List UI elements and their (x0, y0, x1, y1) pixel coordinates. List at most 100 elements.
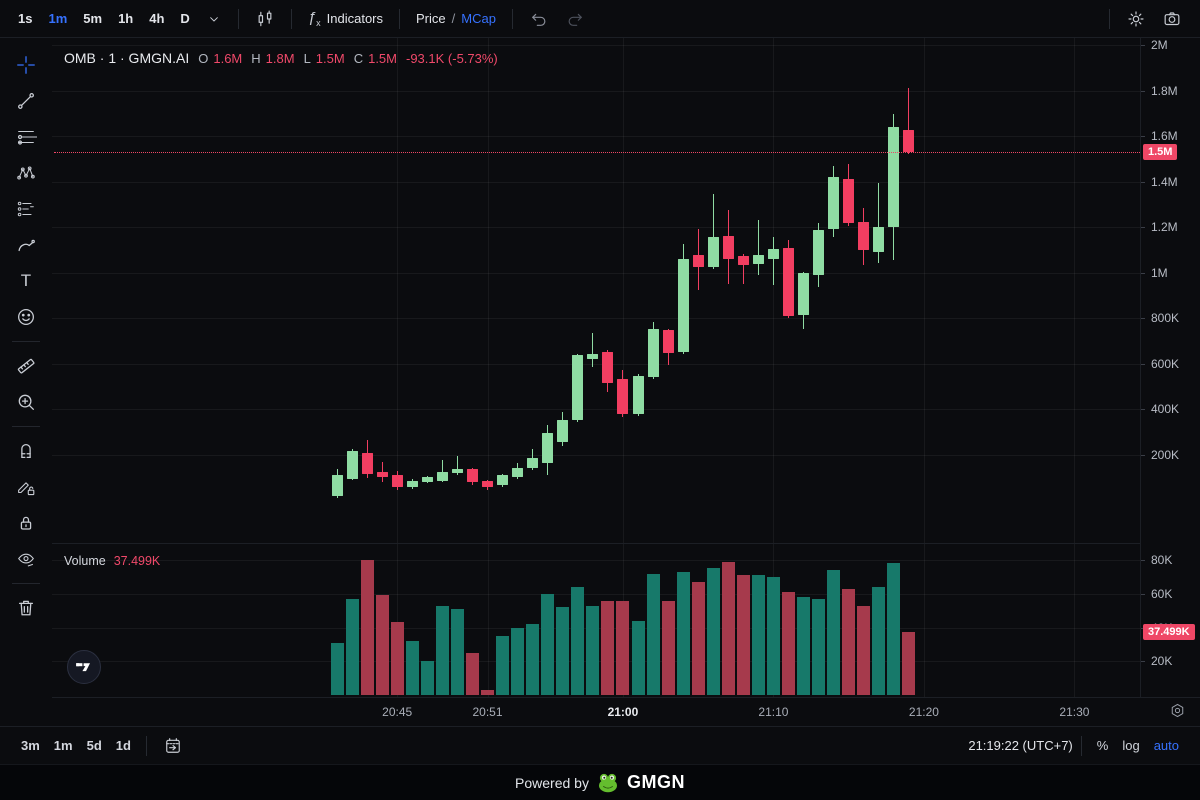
volume-pane-legend: Volume 37.499K (64, 554, 160, 568)
candle-body (858, 221, 870, 250)
candle-wick (742, 254, 744, 285)
tradingview-logo[interactable] (67, 650, 101, 684)
clock-timezone[interactable]: 21:19:22 (UTC+7) (968, 738, 1073, 753)
open-label: O (198, 51, 209, 66)
candle-body (436, 472, 448, 481)
calendar-arrow-icon (166, 737, 180, 753)
range-1d[interactable]: 1d (115, 738, 131, 753)
range-3m[interactable]: 3m (21, 738, 40, 753)
eye-icon (18, 553, 34, 567)
powered-by-footer[interactable]: Powered by GMGN (0, 764, 1200, 800)
volume-value: 37.499K (113, 554, 161, 568)
crosshair-tool[interactable] (8, 47, 44, 83)
candle-body (451, 469, 463, 473)
grid-line-horizontal (52, 455, 1140, 456)
current-volume-badge: 37.499K (1143, 623, 1195, 640)
volume-bar (496, 635, 510, 695)
volume-bar (405, 641, 419, 695)
open-value: 1.6M (213, 51, 243, 66)
trend-line-icon (18, 93, 34, 109)
candle-body (361, 452, 373, 475)
bottombar-separator (1080, 735, 1082, 756)
projection-icon (17, 201, 34, 217)
volume-bar (812, 598, 826, 695)
volume-bar (766, 576, 780, 695)
candle-body (602, 351, 614, 384)
price-axis-tick (1141, 272, 1145, 274)
volume-bar (676, 571, 690, 695)
axis-settings-button[interactable] (1169, 702, 1186, 724)
xabcd-pattern-tool[interactable] (8, 155, 44, 191)
measure-tool[interactable] (8, 348, 44, 384)
candle-body (767, 248, 779, 259)
candle-body (617, 378, 629, 414)
magnet-tool[interactable] (8, 433, 44, 469)
toolbar-separator (399, 8, 401, 29)
undo-button[interactable] (521, 6, 557, 32)
price-axis-label: 1M (1151, 265, 1168, 280)
log-scale-button[interactable]: log (1122, 738, 1140, 753)
volume-bar (887, 563, 901, 695)
price-axis[interactable]: 2M 1.8M 1.6M 1.4M 1.2M 1M 800K 600K 400K 200K 80K 6… (1140, 38, 1200, 697)
timeframe-1s[interactable]: 1s (18, 11, 33, 26)
settings-button[interactable] (1118, 6, 1154, 32)
volume-bar (481, 689, 494, 695)
zoom-in-tool[interactable] (8, 384, 44, 420)
volume-bar (375, 595, 389, 695)
screenshot-button[interactable] (1154, 6, 1190, 32)
range-1m[interactable]: 1m (53, 738, 73, 753)
candle-wick (757, 219, 759, 276)
timeframe-1h[interactable]: 1h (118, 11, 134, 26)
brush-icon (18, 239, 35, 252)
xabcd-pattern-icon (17, 166, 35, 180)
candle-body (662, 329, 674, 353)
timeframe-1m[interactable]: 1m (48, 11, 68, 26)
range-5d[interactable]: 5d (86, 738, 102, 753)
time-axis[interactable]: 20:45 20:51 21:00 21:10 21:20 21:30 (0, 697, 1200, 726)
percent-scale-button[interactable]: % (1096, 738, 1109, 753)
remove-drawings-tool[interactable] (8, 590, 44, 626)
pane-separator[interactable] (52, 543, 1200, 544)
price-toggle[interactable]: Price (416, 11, 446, 26)
candle-body (632, 375, 644, 414)
volume-bar (782, 592, 795, 695)
candle-wick (878, 182, 880, 263)
time-axis-label: 20:51 (472, 705, 503, 719)
candle-wick (712, 193, 714, 269)
text-tool-icon: T (20, 271, 32, 290)
trend-line-tool[interactable] (8, 83, 44, 119)
projection-tool[interactable] (8, 191, 44, 227)
timeframe-D[interactable]: D (180, 11, 190, 26)
bottom-toolbar: 3m 1m 5d 1d 21:19:22 (UTC+7) % log auto (0, 726, 1200, 764)
timeframe-4h[interactable]: 4h (149, 11, 165, 26)
chart-type-button[interactable] (247, 6, 283, 32)
lock-drawings-tool[interactable] (8, 505, 44, 541)
top-toolbar: 1s 1m 5m 1h 4h D ƒx Indicators Price / M… (0, 0, 1200, 38)
go-to-date-button[interactable] (155, 733, 191, 759)
price-axis-label: 1.8M (1151, 83, 1178, 98)
hide-drawings-tool[interactable] (8, 541, 44, 577)
volume-bar (390, 622, 404, 695)
redo-button[interactable] (557, 6, 593, 32)
brush-tool[interactable] (8, 227, 44, 263)
time-axis-label: 20:45 (382, 705, 413, 719)
fib-retracement-icon (17, 130, 37, 145)
change-value: -93.1K (-5.73%) (406, 51, 498, 66)
text-tool[interactable]: T (8, 263, 44, 299)
grid-line-horizontal (52, 318, 1140, 320)
indicators-button[interactable]: ƒx Indicators (300, 6, 391, 31)
volume-axis-label: 20K (1151, 654, 1173, 669)
grid-line-horizontal (52, 409, 1140, 411)
timeframe-dropdown-button[interactable] (198, 8, 230, 30)
drawing-mode-tool[interactable] (8, 469, 44, 505)
mcap-toggle[interactable]: MCap (461, 11, 496, 26)
auto-scale-button[interactable]: auto (1153, 738, 1179, 753)
timeframe-5m[interactable]: 5m (83, 11, 103, 26)
toolbar-separator (290, 8, 292, 29)
fib-retracement-tool[interactable] (8, 119, 44, 155)
candle-body (888, 126, 900, 227)
grid-line-horizontal (52, 136, 1140, 138)
emoji-tool[interactable] (8, 299, 44, 335)
candle-body (346, 450, 358, 479)
